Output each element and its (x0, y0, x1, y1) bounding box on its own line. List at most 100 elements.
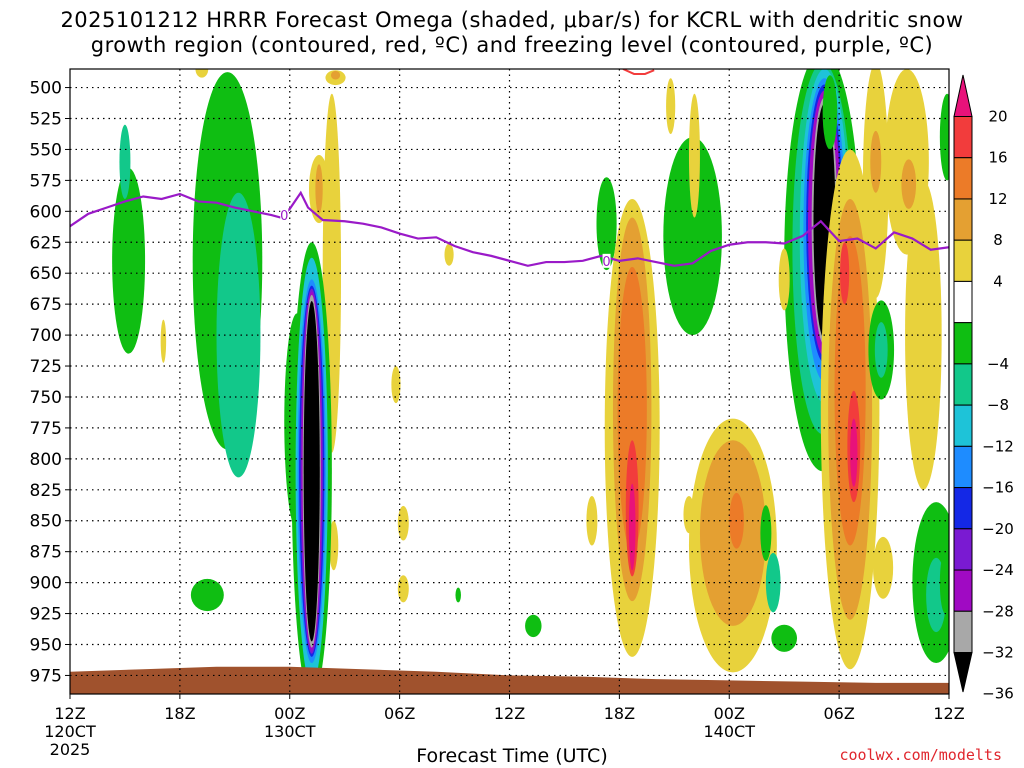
omega-shade-61 (939, 93, 949, 181)
x-tick-date-0: 120CT (44, 722, 96, 741)
colorbar-label-4: 4 (993, 272, 1003, 290)
y-tick-label-825: 825 (30, 481, 62, 501)
omega-shade-33 (765, 552, 781, 613)
omega-shading (112, 69, 949, 694)
x-tick-label-3: 06Z (384, 704, 415, 723)
omega-shade-34 (771, 624, 798, 652)
chart-title-line-2: growth region (contoured, red, ºC) and f… (90, 33, 934, 57)
credit-text[interactable]: coolwx.com/modelts (839, 746, 1002, 764)
colorbar-bin-7 (953, 404, 973, 447)
colorbar-bin-top (953, 74, 973, 117)
omega-shade-26 (628, 483, 636, 571)
omega-shade-20 (596, 177, 617, 271)
omega-shade-6 (190, 578, 224, 612)
contour-label-bg-0 (280, 208, 289, 223)
colorbar-bin-11 (953, 569, 973, 612)
y-tick-label-550: 550 (30, 140, 62, 160)
omega-shade-5 (216, 192, 261, 478)
y-tick-label-575: 575 (30, 171, 62, 191)
y-tick-label-800: 800 (30, 450, 62, 470)
x-tick-label-7: 06Z (823, 704, 854, 723)
omega-shade-62 (939, 551, 949, 614)
dgz-contour-line (622, 69, 655, 75)
omega-shade-52 (870, 130, 882, 193)
omega-shade-50 (840, 242, 850, 305)
omega-shade-1 (119, 124, 131, 199)
omega-core-0-layer-7 (303, 301, 320, 642)
colorbar-label-2: 12 (988, 190, 1007, 208)
y-axis: 500 525 550 575 600 625 650 675 700 725 750 775 800 8… (30, 79, 70, 686)
colorbar-label-5: −4 (987, 355, 1009, 373)
y-tick-label-900: 900 (30, 574, 62, 594)
omega-shade-35 (760, 505, 772, 561)
chart-title-line-1: 2025101212 HRRR Forecast Omega (shaded, … (60, 8, 964, 32)
colorbar-bin-10 (953, 528, 973, 571)
colorbar-bin-9 (953, 487, 973, 530)
colorbar-label-13: −36 (982, 685, 1014, 703)
x-tick-label-4: 12Z (494, 704, 525, 723)
omega-shade-64 (778, 248, 790, 311)
omega-shade-16 (397, 575, 409, 603)
x-tick-label-5: 18Z (604, 704, 635, 723)
colorbar-label-6: −8 (987, 396, 1009, 414)
y-tick-label-975: 975 (30, 666, 62, 686)
colorbar-bin-5 (953, 322, 973, 365)
omega-shade-63 (822, 75, 838, 150)
colorbar-label-3: 8 (993, 231, 1003, 249)
colorbar-bin-3 (953, 239, 973, 282)
x-tick-label-0: 12Z (54, 704, 85, 723)
omega-shade-11 (315, 164, 323, 214)
colorbar-label-10: −24 (982, 561, 1014, 579)
x-axis-title: Forecast Time (UTC) (416, 745, 608, 767)
contour-lines: 00 (70, 69, 949, 270)
colorbar-bin-1 (953, 157, 973, 200)
colorbar-label-11: −28 (982, 602, 1014, 620)
colorbar-label-8: −16 (982, 479, 1014, 497)
omega-shade-14 (391, 366, 401, 404)
y-tick-label-600: 600 (30, 202, 62, 222)
y-tick-label-775: 775 (30, 419, 62, 439)
x-tick-date-6: 140CT (704, 722, 756, 741)
x-tick-label-8: 12Z (933, 704, 964, 723)
colorbar-label-9: −20 (982, 520, 1014, 538)
y-tick-label-950: 950 (30, 635, 62, 655)
x-tick-label-1: 18Z (164, 704, 195, 723)
omega-shade-54 (901, 159, 917, 209)
y-tick-label-750: 750 (30, 388, 62, 408)
omega-shade-18 (444, 243, 454, 266)
colorbar-label-7: −12 (982, 437, 1014, 455)
grid-lines (70, 69, 949, 694)
omega-shade-58 (873, 536, 894, 599)
x-tick-label-6: 00Z (714, 704, 745, 723)
omega-shade-0 (112, 168, 146, 354)
omega-shade-2 (195, 69, 209, 78)
freezing-level-label-1: 0 (602, 255, 610, 270)
omega-shade-27 (663, 137, 722, 336)
colorbar-label-1: 16 (988, 149, 1007, 167)
omega-shade-57 (874, 322, 888, 378)
colorbar-bin-bottom (953, 652, 973, 693)
colorbar-bin-0 (953, 116, 973, 159)
freezing-level-line (70, 190, 949, 267)
omega-shade-29 (666, 78, 676, 134)
x-tick-year-0: 2025 (50, 740, 91, 759)
omega-shade-13 (330, 70, 341, 80)
colorbar-label-12: −32 (982, 644, 1014, 662)
colorbar-label-0: 20 (988, 108, 1007, 126)
colorbar-bin-8 (953, 445, 973, 489)
omega-shade-21 (586, 495, 598, 546)
y-tick-label-500: 500 (30, 79, 62, 99)
omega-shade-36 (683, 495, 695, 534)
y-tick-label-625: 625 (30, 233, 62, 253)
y-tick-label-525: 525 (30, 110, 62, 130)
y-tick-label-925: 925 (30, 605, 62, 625)
omega-shade-3 (160, 319, 167, 363)
omega-shade-17 (455, 587, 461, 603)
contour-label-bg-1 (602, 253, 611, 268)
x-tick-label-2: 00Z (274, 704, 305, 723)
colorbar-bin-2 (953, 198, 973, 241)
y-tick-label-675: 675 (30, 295, 62, 315)
y-tick-label-650: 650 (30, 264, 62, 284)
colorbar-bin-4 (953, 280, 973, 324)
